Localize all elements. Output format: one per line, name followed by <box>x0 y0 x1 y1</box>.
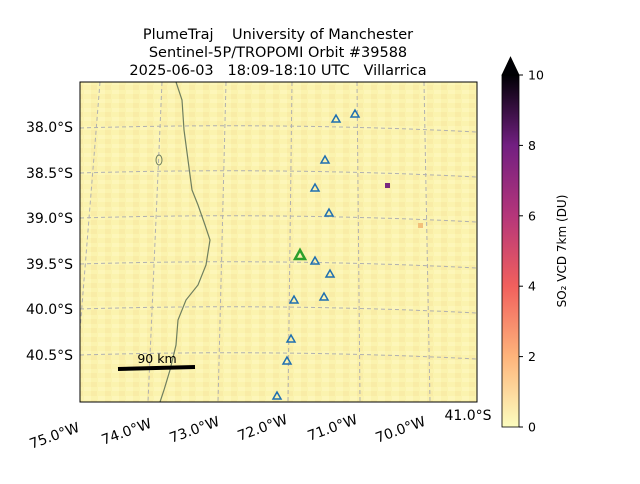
lat-labels: 38.0°S 38.5°S 39.0°S 39.5°S 40.0°S 40.5°… <box>26 120 73 364</box>
scale-bar-label: 90 km <box>137 351 176 366</box>
title-line: Sentinel-5P/TROPOMI Orbit #39588 <box>149 45 407 61</box>
so2-pixel <box>385 183 390 188</box>
map: 90 km <box>79 81 478 403</box>
lat-label: 39.5°S <box>26 257 73 273</box>
lat-label: 38.0°S <box>26 120 73 136</box>
scale-bar <box>117 365 196 371</box>
colorbar: SO₂ VCD 7km (DU) 0 2 4 6 8 10 <box>501 56 569 435</box>
colorbar-tick-label: 4 <box>528 279 536 294</box>
lon-label: 73.0°W <box>167 414 221 447</box>
title-line: PlumeTraj University of Manchester <box>143 27 413 43</box>
parallels <box>79 125 478 360</box>
island <box>155 154 163 166</box>
colorbar-tick-label: 2 <box>528 349 536 364</box>
lon-labels: 75.0°W 74.0°W 73.0°W 72.0°W 71.0°W 70.0°… <box>27 408 491 453</box>
colorbar-tick-label: 6 <box>528 208 536 223</box>
volcano-marker <box>271 108 361 400</box>
lon-label: 70.0°W <box>373 414 427 447</box>
corner-label: 41.0°S <box>444 408 491 424</box>
so2-pixel <box>418 223 423 228</box>
target-volcano <box>292 247 308 261</box>
title-line: 2025-06-03 18:09-18:10 UTC Villarrica <box>129 63 426 79</box>
lon-label: 74.0°W <box>99 416 153 449</box>
colorbar-tick-label: 0 <box>528 420 536 435</box>
colorbar-body <box>501 74 520 428</box>
lon-label: 75.0°W <box>27 420 81 453</box>
lat-label: 38.5°S <box>26 166 73 182</box>
colorbar-extend <box>501 56 520 76</box>
colorbar-tick-label: 10 <box>528 68 544 83</box>
volcanoes <box>271 108 361 400</box>
lon-label: 72.0°W <box>235 412 289 445</box>
colorbar-label: SO₂ VCD 7km (DU) <box>555 195 569 308</box>
lat-label: 40.5°S <box>26 348 73 364</box>
map-background <box>80 82 477 402</box>
lat-label: 39.0°S <box>26 211 73 227</box>
lon-label: 71.0°W <box>305 412 359 445</box>
coastline <box>159 81 211 403</box>
colorbar-tick-label: 8 <box>528 138 536 153</box>
lat-label: 40.0°S <box>26 302 73 318</box>
map-frame <box>79 81 478 403</box>
